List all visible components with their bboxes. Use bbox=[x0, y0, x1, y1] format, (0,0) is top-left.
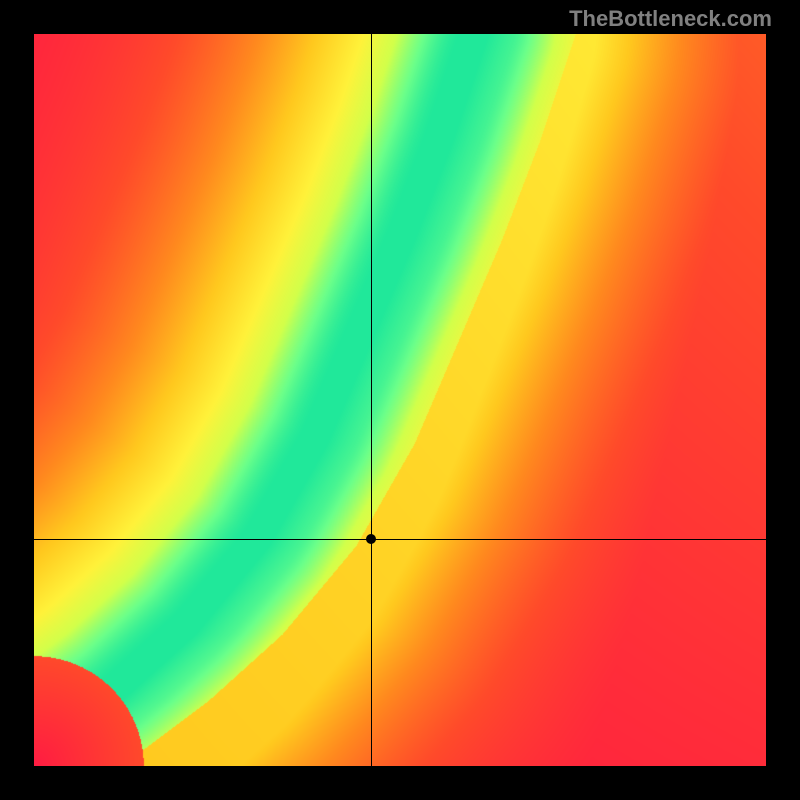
crosshair-horizontal bbox=[34, 539, 766, 540]
crosshair-marker bbox=[366, 534, 376, 544]
heatmap-canvas bbox=[34, 34, 766, 766]
watermark-text: TheBottleneck.com bbox=[569, 6, 772, 32]
heatmap-plot bbox=[34, 34, 766, 766]
crosshair-vertical bbox=[371, 34, 372, 766]
